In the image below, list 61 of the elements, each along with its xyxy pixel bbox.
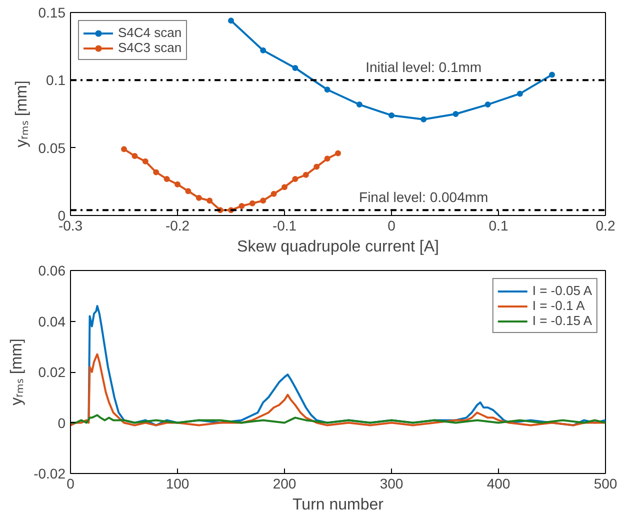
x-tick-label: 400 — [486, 476, 510, 492]
legend-label: S4C4 scan — [118, 25, 182, 40]
point — [185, 188, 192, 194]
point — [206, 198, 213, 204]
point — [484, 102, 491, 108]
point — [335, 150, 341, 156]
point — [516, 90, 523, 97]
y-tick-label: 0.02 — [38, 364, 66, 380]
point — [238, 203, 245, 210]
point — [356, 102, 362, 108]
x-tick-label: 0.2 — [596, 218, 616, 234]
point — [249, 200, 256, 206]
point — [302, 172, 309, 178]
point — [282, 184, 288, 190]
x-axis-title: Turn number — [292, 496, 384, 514]
point — [142, 158, 148, 164]
point — [260, 198, 266, 204]
y-axis-title: yᵣₘₛ [mm] — [8, 338, 26, 406]
point — [388, 112, 394, 118]
legend-label: I = -0.1 A — [532, 298, 585, 313]
y-tick-label: -0.02 — [34, 466, 66, 482]
x-tick-label: -0.1 — [272, 218, 297, 234]
y-tick-label: 0.06 — [38, 262, 66, 278]
x-tick-label: 200 — [272, 476, 296, 492]
point — [132, 152, 138, 159]
x-tick-label: 500 — [594, 476, 618, 492]
x-tick-label: 0.1 — [488, 218, 508, 234]
x-tick-label: 0 — [388, 218, 396, 234]
ref-line-label: Final level: 0.004mm — [359, 189, 488, 206]
point — [260, 47, 266, 54]
point — [153, 169, 160, 176]
x-tick-label: -0.2 — [165, 218, 190, 234]
x-tick-label: 100 — [166, 476, 190, 492]
y-tick-label: 0.04 — [38, 313, 66, 330]
line-series — [70, 353, 606, 426]
point — [452, 111, 459, 117]
y-tick-label: 0.05 — [38, 140, 66, 156]
line-series — [70, 414, 606, 424]
point — [324, 86, 330, 93]
point — [196, 194, 202, 201]
point — [549, 72, 555, 78]
point — [174, 181, 180, 188]
point — [164, 176, 170, 182]
legend-label: I = -0.05 A — [532, 283, 592, 298]
legend-label: S4C3 scan — [118, 40, 182, 55]
y-tick-label: 0.15 — [38, 4, 66, 20]
point — [228, 18, 234, 24]
point — [292, 176, 298, 182]
point — [270, 190, 277, 197]
y-axis-title: yᵣₘₛ [mm] — [13, 80, 30, 148]
y-tick-label: 0 — [58, 414, 66, 431]
ref-line-label: Initial level: 0.1mm — [366, 59, 482, 76]
point — [314, 164, 320, 170]
legend-label: I = -0.15 A — [532, 313, 592, 328]
point — [292, 64, 298, 71]
x-tick-label: 300 — [380, 476, 404, 492]
y-tick-label: 0.1 — [46, 72, 66, 88]
x-axis-title: Skew quadrupole current [A] — [237, 238, 439, 256]
point — [420, 116, 427, 122]
point — [121, 146, 127, 152]
point — [324, 156, 330, 162]
